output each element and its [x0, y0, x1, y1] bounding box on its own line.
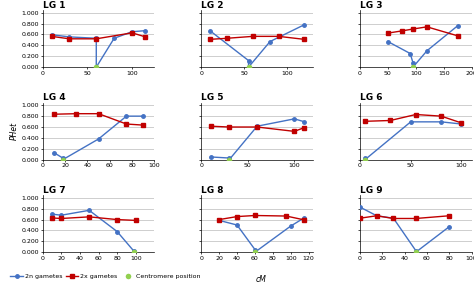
Legend: 2n gametes, 2x gametes, Centromere position: 2n gametes, 2x gametes, Centromere posit…: [8, 272, 203, 282]
Text: LG 9: LG 9: [360, 186, 383, 195]
Text: LG 1: LG 1: [43, 1, 65, 10]
Text: LG 6: LG 6: [360, 93, 383, 102]
Y-axis label: PHet: PHet: [10, 122, 19, 140]
Text: LG 2: LG 2: [201, 1, 224, 10]
Text: cM: cM: [255, 275, 266, 284]
Text: LG 8: LG 8: [201, 186, 224, 195]
Text: LG 7: LG 7: [43, 186, 65, 195]
Text: LG 4: LG 4: [43, 93, 65, 102]
Text: LG 3: LG 3: [360, 1, 383, 10]
Text: LG 5: LG 5: [201, 93, 224, 102]
